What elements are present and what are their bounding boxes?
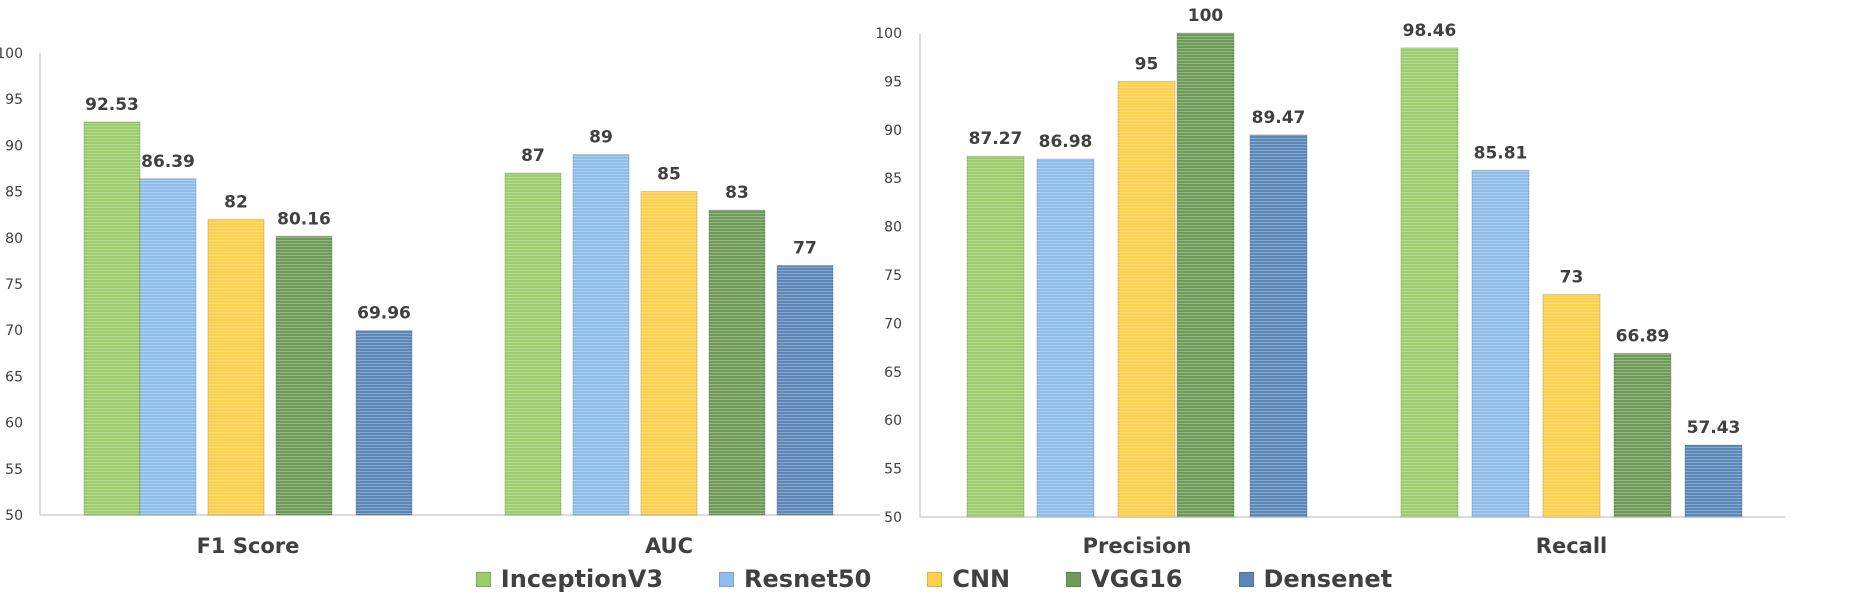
data-label-cnn-recall: 73 — [1560, 267, 1584, 287]
y-tick-label: 80 — [884, 220, 902, 236]
y-tick-label: 100 — [875, 26, 902, 42]
legend-label-vgg16: VGG16 — [1091, 565, 1183, 593]
y-tick-label: 60 — [884, 413, 902, 429]
bar-texture-inceptionv3-precision — [967, 156, 1024, 518]
y-tick-label: 100 — [0, 46, 23, 62]
data-label-vgg16-f1-score: 80.16 — [277, 209, 331, 229]
bar-texture-cnn-recall — [1543, 294, 1600, 517]
legend-item-vgg16: VGG16 — [1066, 565, 1183, 593]
x-category-label-precision: Precision — [1083, 534, 1192, 558]
y-tick-label: 85 — [884, 171, 902, 187]
legend-swatch-vgg16 — [1066, 571, 1082, 587]
data-label-resnet50-precision: 86.98 — [1039, 132, 1093, 152]
data-label-densenet-f1-score: 69.96 — [357, 304, 411, 324]
chart-legend: InceptionV3 Resnet50 CNN VGG16 Densenet — [0, 565, 1868, 593]
data-label-resnet50-f1-score: 86.39 — [141, 152, 195, 172]
bar-texture-densenet-precision — [1250, 134, 1307, 517]
legend-swatch-densenet — [1238, 571, 1254, 587]
data-label-inceptionv3-recall: 98.46 — [1403, 21, 1457, 41]
bar-texture-inceptionv3-f1-score — [84, 122, 140, 515]
data-label-inceptionv3-f1-score: 92.53 — [85, 95, 139, 115]
bar-texture-densenet-recall — [1685, 445, 1742, 517]
y-tick-label: 85 — [5, 185, 23, 201]
y-tick-label: 75 — [884, 268, 902, 284]
bar-texture-densenet-auc — [777, 265, 833, 515]
bar-texture-resnet50-recall — [1472, 170, 1529, 518]
data-label-cnn-precision: 95 — [1135, 54, 1159, 74]
data-label-cnn-f1-score: 82 — [224, 192, 248, 212]
bar-texture-inceptionv3-recall — [1401, 47, 1458, 518]
x-category-label-recall: Recall — [1536, 534, 1607, 558]
data-label-inceptionv3-auc: 87 — [521, 146, 545, 166]
bar-texture-resnet50-precision — [1037, 159, 1094, 517]
y-tick-label: 65 — [884, 365, 902, 381]
y-tick-label: 50 — [5, 508, 23, 524]
legend-label-resnet50: Resnet50 — [744, 565, 872, 593]
legend-label-inceptionv3: InceptionV3 — [500, 565, 664, 593]
y-tick-label: 65 — [5, 369, 23, 385]
y-tick-label: 60 — [5, 416, 23, 432]
data-label-vgg16-precision: 100 — [1188, 6, 1224, 26]
data-label-vgg16-auc: 83 — [725, 183, 749, 203]
data-label-inceptionv3-precision: 87.27 — [969, 129, 1023, 149]
bar-texture-cnn-precision — [1118, 81, 1175, 518]
bar-texture-resnet50-auc — [573, 154, 629, 515]
y-tick-label: 50 — [884, 510, 902, 526]
legend-swatch-cnn — [927, 571, 943, 587]
x-category-label-auc: AUC — [645, 534, 693, 558]
y-tick-label: 55 — [884, 462, 902, 478]
legend-label-cnn: CNN — [952, 565, 1011, 593]
x-category-label-f1-score: F1 Score — [197, 534, 300, 558]
y-tick-label: 90 — [884, 123, 902, 139]
data-label-resnet50-auc: 89 — [589, 128, 613, 148]
bar-texture-cnn-f1-score — [208, 219, 264, 515]
data-label-vgg16-recall: 66.89 — [1616, 327, 1670, 347]
legend-swatch-inceptionv3 — [475, 571, 491, 587]
bar-texture-vgg16-auc — [709, 210, 765, 515]
y-tick-label: 95 — [884, 74, 902, 90]
bar-texture-densenet-f1-score — [356, 330, 412, 515]
legend-item-cnn: CNN — [927, 565, 1010, 593]
y-tick-label: 70 — [884, 316, 902, 332]
data-label-densenet-recall: 57.43 — [1687, 418, 1741, 438]
data-label-densenet-precision: 89.47 — [1252, 108, 1306, 128]
bar-texture-vgg16-precision — [1177, 33, 1234, 517]
legend-label-densenet: Densenet — [1263, 565, 1393, 593]
data-label-cnn-auc: 85 — [657, 165, 681, 185]
bar-texture-vgg16-f1-score — [276, 236, 332, 515]
legend-item-inceptionv3: InceptionV3 — [475, 565, 664, 593]
y-tick-label: 70 — [5, 323, 23, 339]
y-tick-label: 90 — [5, 138, 23, 154]
y-tick-label: 95 — [5, 92, 23, 108]
bar-texture-cnn-auc — [641, 191, 697, 515]
y-tick-label: 75 — [5, 277, 23, 293]
y-tick-label: 80 — [5, 231, 23, 247]
bar-texture-vgg16-recall — [1614, 353, 1671, 517]
bar-texture-inceptionv3-auc — [505, 173, 561, 515]
legend-swatch-resnet50 — [719, 571, 735, 587]
data-label-resnet50-recall: 85.81 — [1474, 143, 1528, 163]
y-tick-label: 55 — [5, 462, 23, 478]
legend-item-resnet50: Resnet50 — [719, 565, 871, 593]
bar-texture-resnet50-f1-score — [140, 178, 196, 515]
legend-item-densenet: Densenet — [1238, 565, 1393, 593]
data-label-densenet-auc: 77 — [793, 239, 817, 259]
